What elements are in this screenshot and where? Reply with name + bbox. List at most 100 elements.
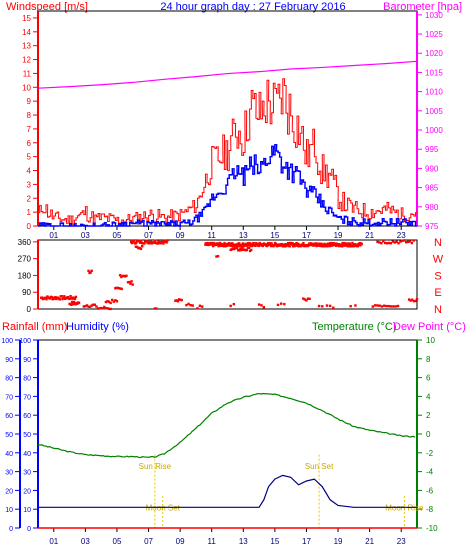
- direction-point: [74, 303, 77, 306]
- direction-point: [325, 304, 329, 307]
- direction-point: [302, 297, 305, 300]
- compass-label: W: [433, 254, 444, 266]
- wind-y-tick-label: 7: [27, 125, 32, 134]
- compass-label: N: [434, 304, 442, 316]
- direction-point: [406, 240, 410, 244]
- direction-point: [385, 242, 389, 245]
- direction-point: [62, 296, 65, 300]
- direction-point: [303, 298, 307, 301]
- direction-point: [351, 241, 354, 245]
- direction-point: [143, 242, 146, 245]
- direction-point: [215, 255, 218, 258]
- direction-point: [236, 244, 239, 248]
- direction-point: [408, 240, 412, 243]
- humidity-line: [38, 474, 417, 508]
- temperature-axis-label: Temperature (°C): [312, 321, 396, 333]
- direction-point: [411, 298, 414, 301]
- wind-y-tick-label: 8: [27, 111, 32, 120]
- wind-y-tick-label: 2: [27, 194, 32, 203]
- direction-point: [283, 302, 286, 306]
- direction-point: [240, 248, 243, 252]
- wind-x-tick-label: 09: [176, 231, 185, 240]
- barometer-axis-label: Barometer [hpa]: [383, 1, 462, 13]
- direction-point: [343, 244, 347, 247]
- rainfall-tick-label: 50: [5, 432, 13, 439]
- temp-x-tick-label: 09: [176, 537, 185, 546]
- direction-point: [135, 245, 139, 249]
- direction-point: [92, 303, 95, 306]
- rainfall-axis-label: Rainfall (mm): [2, 321, 67, 333]
- direction-point: [130, 241, 134, 245]
- direction-point: [147, 240, 150, 244]
- humidity-tick-label: 0: [27, 526, 31, 533]
- sun-moon-label: Sun Rise: [139, 462, 172, 471]
- wind-y-tick-label: 10: [22, 83, 31, 92]
- direction-point: [240, 244, 244, 248]
- direction-point: [115, 286, 118, 290]
- direction-point: [180, 298, 183, 302]
- temperature-line: [37, 392, 416, 459]
- direction-point: [117, 287, 121, 290]
- wind-y-tick-label: 1: [27, 208, 32, 217]
- direction-point: [153, 307, 157, 310]
- direction-point: [198, 304, 202, 307]
- rainfall-tick-label: 90: [5, 357, 13, 364]
- temp-x-tick-label: 15: [270, 537, 279, 546]
- direction-point: [359, 244, 362, 247]
- sun-moon-label: Sun Set: [305, 462, 334, 471]
- temp-x-tick-label: 23: [397, 537, 406, 546]
- direction-point: [399, 240, 402, 243]
- wind-x-tick-label: 21: [365, 231, 374, 240]
- rainfall-tick-label: 0: [9, 526, 13, 533]
- wind-x-tick-label: 01: [49, 231, 58, 240]
- direction-point: [378, 241, 381, 244]
- direction-point: [72, 300, 76, 304]
- direction-point: [345, 242, 349, 245]
- direction-point: [118, 274, 122, 277]
- wind-x-tick-label: 05: [113, 231, 122, 240]
- direction-point: [211, 242, 214, 245]
- direction-point: [165, 241, 168, 244]
- temperature-tick-label: 6: [426, 374, 431, 383]
- direction-point: [380, 305, 384, 308]
- direction-point: [103, 305, 106, 309]
- direction-point: [201, 305, 204, 308]
- wind-y-tick-label: 13: [22, 42, 31, 51]
- wind-x-tick-label: 13: [239, 231, 248, 240]
- direction-point: [104, 300, 108, 304]
- direction-point: [392, 305, 395, 308]
- direction-point: [238, 242, 241, 245]
- barometer-y-tick-label: 1005: [425, 107, 443, 116]
- direction-point: [111, 298, 114, 302]
- direction-point: [279, 244, 283, 247]
- direction-point: [179, 298, 182, 302]
- direction-point: [387, 241, 391, 245]
- temperature-tick-label: 0: [426, 430, 431, 439]
- humidity-tick-label: 50: [23, 432, 31, 439]
- direction-point: [212, 244, 215, 248]
- direction-point: [245, 248, 249, 252]
- direction-point: [247, 246, 251, 250]
- direction-point: [333, 242, 336, 245]
- direction-point: [93, 303, 97, 306]
- direction-point: [48, 297, 52, 300]
- direction-point: [50, 296, 54, 299]
- direction-point: [132, 239, 135, 242]
- direction-point: [134, 245, 138, 248]
- direction-point: [322, 245, 325, 248]
- direction-point: [123, 275, 127, 278]
- direction-point: [138, 239, 141, 242]
- compass-label: E: [434, 287, 441, 299]
- direction-point: [127, 280, 131, 284]
- direction-point: [321, 305, 324, 308]
- direction-point: [409, 299, 412, 302]
- temp-x-tick-label: 17: [302, 537, 311, 546]
- direction-point: [282, 245, 285, 248]
- humidity-tick-label: 60: [23, 413, 31, 420]
- direction-point: [382, 240, 385, 243]
- direction-point: [121, 274, 124, 278]
- humidity-tick-label: 10: [23, 507, 31, 514]
- barometer-line: [37, 60, 418, 89]
- direction-point: [305, 299, 308, 302]
- direction-point: [60, 295, 63, 298]
